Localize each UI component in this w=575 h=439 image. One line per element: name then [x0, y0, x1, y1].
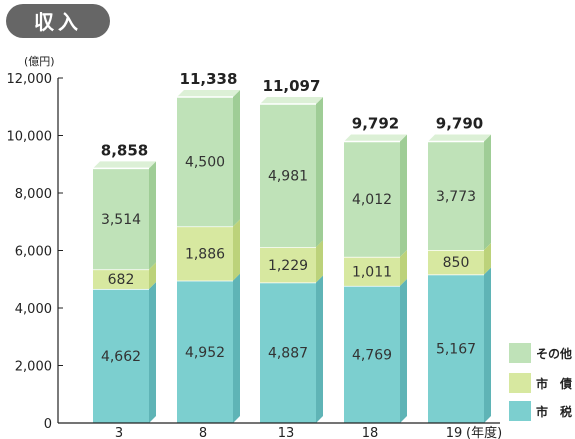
y-unit-label: (億円): [24, 55, 55, 68]
bar-segment: [93, 168, 149, 270]
y-tick-label: 12,000: [7, 72, 53, 87]
bar-side: [233, 219, 240, 281]
segment-value-label: 1,886: [185, 247, 225, 263]
bar-side: [149, 281, 156, 423]
total-value-label: 11,097: [263, 77, 321, 95]
title-badge-bg: [6, 4, 110, 38]
segment-value-label: 3,514: [101, 212, 141, 228]
bar-segment: [344, 285, 400, 423]
bar-segment: [177, 97, 233, 227]
segment-value-label: 3,773: [436, 189, 476, 205]
legend-label: その他: [536, 346, 572, 361]
bar-top: [177, 90, 240, 98]
bar-segment: [260, 247, 316, 283]
bar-top: [344, 134, 407, 142]
bar-segment: [428, 250, 484, 275]
plot-area: 0 2,000 4,000 6,000 8,000 10,000 12,000 4,662 68…: [7, 70, 503, 439]
total-value-label: 9,792: [352, 114, 399, 132]
bar-segment: [344, 256, 400, 286]
bar-side: [316, 240, 323, 283]
y-tick-label: 2,000: [15, 360, 52, 375]
bar-side: [149, 262, 156, 289]
segment-value-label: 4,769: [352, 347, 392, 363]
y-tick-label: 8,000: [15, 187, 52, 202]
bar-side: [400, 249, 407, 286]
x-tick-label: 19: [446, 426, 463, 439]
bar-side: [484, 267, 491, 423]
bar-side: [316, 96, 323, 248]
bar-segment: [177, 280, 233, 423]
bar-top: [428, 134, 491, 142]
title-badge: 収入: [6, 4, 110, 38]
bar-side: [233, 273, 240, 423]
segment-value-label: 682: [108, 272, 135, 288]
segment-value-label: 4,981: [268, 169, 308, 185]
chart-title: 収入: [34, 10, 82, 34]
x-tick-label: 13: [278, 426, 295, 439]
segment-value-label: 4,952: [185, 345, 225, 361]
y-tick-label: 10,000: [7, 130, 53, 145]
segment-value-label: 4,662: [101, 349, 141, 365]
segment-value-label: 4,012: [352, 192, 392, 208]
legend-swatch: [509, 373, 531, 393]
bar-segment: [93, 288, 149, 423]
legend-label: 市 債: [536, 376, 572, 391]
y-tick-label: 0: [44, 417, 52, 432]
bar-segment: [428, 274, 484, 423]
bar-side: [149, 161, 156, 270]
bar-side: [400, 278, 407, 423]
x-tick-label: 3: [115, 426, 123, 439]
x-unit-label: (年度): [466, 425, 502, 439]
bar-segment: [428, 141, 484, 251]
bar-segment: [260, 103, 316, 248]
segment-value-label: 4,500: [185, 155, 225, 171]
segment-value-label: 850: [443, 255, 470, 271]
bar-top: [93, 161, 156, 169]
segment-value-label: 1,229: [268, 258, 308, 274]
legend-swatch: [509, 401, 531, 421]
legend-swatch: [509, 343, 531, 363]
bar-side: [400, 134, 407, 257]
bar-side: [316, 275, 323, 423]
y-tick-label: 6,000: [15, 245, 52, 260]
bar-side: [484, 134, 491, 251]
bar-segment: [260, 282, 316, 423]
segment-value-label: 1,011: [352, 264, 392, 280]
x-tick-label: 8: [199, 426, 207, 439]
bar-top: [260, 96, 323, 104]
bar-segment: [344, 141, 400, 257]
total-value-label: 9,790: [436, 115, 483, 133]
total-value-label: 11,338: [180, 70, 238, 88]
total-value-label: 8,858: [101, 141, 148, 159]
segment-value-label: 4,887: [268, 346, 308, 362]
bar-side: [233, 90, 240, 227]
bar-segment: [177, 226, 233, 281]
legend-label: 市 税: [536, 404, 572, 419]
bar-segment: [93, 269, 149, 289]
x-tick-label: 18: [362, 426, 379, 439]
bar-side: [484, 243, 491, 275]
segment-value-label: 5,167: [436, 342, 476, 358]
y-tick-label: 4,000: [15, 302, 52, 317]
